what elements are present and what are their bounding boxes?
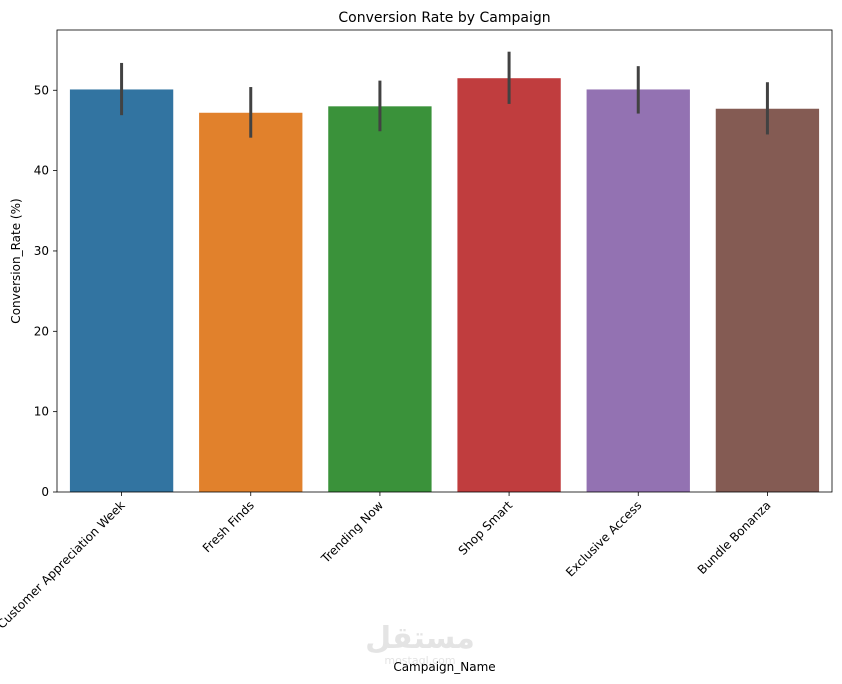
y-tick-label: 20 — [34, 324, 49, 338]
y-axis-ticks: 0 10 20 30 40 50 — [34, 83, 57, 499]
watermark-text: مستقل — [365, 621, 475, 656]
watermark-subtext: mostaql.com — [384, 654, 455, 667]
x-tick-label: Bundle Bonanza — [695, 498, 774, 577]
bar — [457, 78, 561, 493]
bar — [328, 106, 432, 492]
bar — [69, 89, 174, 492]
y-tick-label: 0 — [41, 485, 49, 499]
x-axis-ticks: Customer Appreciation Week Fresh Finds Tre… — [0, 492, 774, 632]
y-tick-label: 30 — [34, 244, 49, 258]
x-tick-label: Trending Now — [318, 498, 386, 566]
x-axis-label: Campaign_Name — [393, 660, 495, 674]
bar — [715, 108, 820, 492]
bar — [586, 89, 690, 492]
bars-layer — [69, 78, 820, 493]
x-tick-label: Exclusive Access — [563, 498, 644, 579]
y-axis-label: Conversion_Rate (%) — [9, 198, 23, 323]
plot-frame — [56, 29, 833, 493]
error-bars-layer — [120, 51, 769, 138]
y-tick-label: 40 — [34, 164, 49, 178]
chart-title: Conversion Rate by Campaign — [338, 10, 550, 26]
x-tick-label: Shop Smart — [456, 498, 516, 558]
x-tick-label: Customer Appreciation Week — [0, 498, 128, 631]
y-tick-label: 10 — [34, 405, 49, 419]
x-tick-label: Fresh Finds — [200, 498, 257, 555]
watermark-logo: مستقل mostaql.com — [365, 621, 475, 667]
y-tick-label: 50 — [34, 83, 49, 97]
bar — [199, 112, 303, 492]
